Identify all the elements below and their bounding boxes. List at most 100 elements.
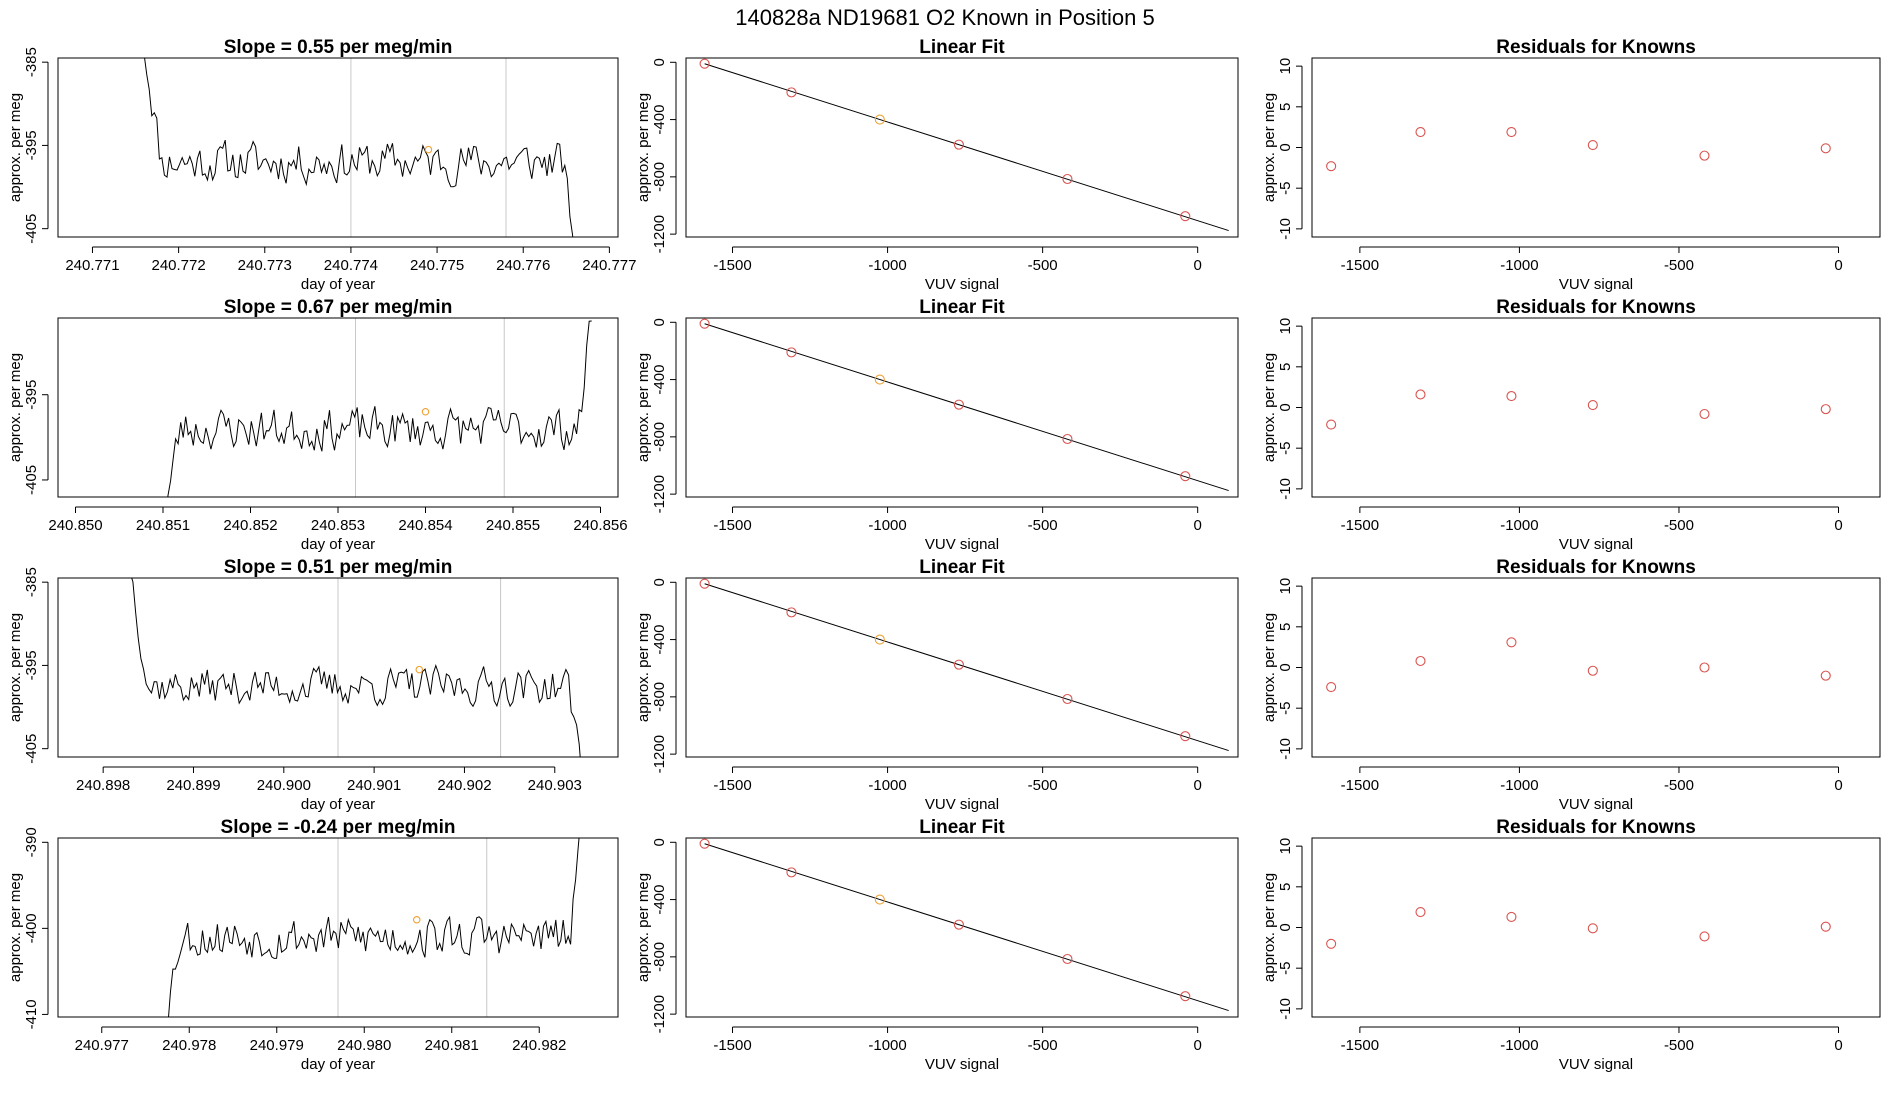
sample-point — [874, 374, 885, 385]
plot-frame — [685, 317, 1239, 498]
y-tick-label: -800 — [651, 162, 668, 192]
y-axis-label: approx. per meg — [635, 613, 652, 722]
known-point — [1415, 906, 1426, 918]
known-point — [1062, 693, 1073, 705]
x-axis-label: VUV signal — [1559, 536, 1633, 553]
y-axis-label: approx. per meg — [7, 353, 24, 462]
y-tick-label: 0 — [1277, 143, 1294, 151]
y-tick-label: 10 — [1277, 578, 1294, 595]
x-tick-label: 240.771 — [65, 257, 119, 274]
plot-frame — [57, 317, 619, 498]
plot-frame — [1311, 57, 1881, 238]
known-point — [1326, 681, 1337, 693]
panel-title: Linear Fit — [919, 817, 1005, 838]
x-tick-label: 0 — [1194, 517, 1202, 534]
residuals-panel-row-2: Residuals for Knowns VUV signal approx. pe… — [1261, 297, 1881, 553]
data-trace — [168, 838, 580, 1017]
known-point — [953, 919, 964, 930]
plot-frame — [1311, 317, 1881, 498]
x-tick-label: 240.977 — [75, 1037, 129, 1054]
known-point — [1587, 923, 1598, 934]
fit-line — [704, 63, 1229, 232]
x-tick-label: -1500 — [1341, 517, 1379, 534]
known-point — [1506, 126, 1517, 138]
x-tick-label: 240.853 — [311, 517, 365, 534]
x-tick-label: -1000 — [868, 777, 906, 794]
y-tick-label: 0 — [1277, 403, 1294, 411]
known-point — [1587, 140, 1598, 151]
y-tick-label: -395 — [23, 650, 40, 680]
plot-area — [1326, 906, 1831, 949]
x-tick-label: 240.773 — [238, 257, 292, 274]
x-tick-label: 0 — [1194, 1037, 1202, 1054]
x-tick-label: 240.900 — [257, 777, 311, 794]
y-axis-label: approx. per meg — [635, 873, 652, 982]
known-point — [1415, 126, 1426, 138]
y-tick-label: -5 — [1277, 702, 1294, 715]
y-tick-label: -10 — [1277, 218, 1294, 240]
x-tick-label: 240.903 — [528, 777, 582, 794]
timeseries-panel-row-1: Slope = 0.55 per meg/min day of year appro… — [7, 37, 637, 293]
x-axis-label: day of year — [301, 276, 375, 293]
x-tick-label: -500 — [1664, 1037, 1694, 1054]
x-axis-label: VUV signal — [925, 796, 999, 813]
panel-grid: Slope = 0.55 per meg/min day of year appro… — [7, 37, 1881, 1073]
fit-panel-row-4: Linear Fit VUV signal approx. per meg -1500… — [635, 817, 1239, 1073]
x-tick-label: -1000 — [1500, 1037, 1538, 1054]
sample-point — [415, 665, 424, 674]
known-point — [1820, 670, 1831, 681]
plot-area — [1326, 126, 1831, 172]
x-tick-label: -500 — [1028, 777, 1058, 794]
x-axis-label: VUV signal — [925, 276, 999, 293]
y-axis-label: approx. per meg — [7, 93, 24, 202]
fit-line — [704, 843, 1229, 1012]
x-tick-label: -500 — [1028, 1037, 1058, 1054]
plot-frame — [1311, 577, 1881, 758]
known-point — [1180, 471, 1191, 482]
y-tick-label: -410 — [23, 999, 40, 1029]
x-tick-label: 0 — [1834, 777, 1842, 794]
x-tick-label: 240.898 — [76, 777, 130, 794]
known-point — [1587, 665, 1598, 676]
y-tick-label: 5 — [1277, 363, 1294, 371]
y-tick-label: -1200 — [651, 475, 668, 513]
x-tick-label: -1500 — [713, 1037, 751, 1054]
y-tick-label: -800 — [651, 682, 668, 712]
y-axis-label: approx. per meg — [1261, 873, 1278, 982]
fit-line — [704, 323, 1229, 492]
plot-frame — [57, 577, 619, 758]
y-tick-label: -400 — [651, 625, 668, 655]
panel-title: Linear Fit — [919, 37, 1005, 58]
y-tick-label: 0 — [651, 58, 668, 66]
y-axis-label: approx. per meg — [1261, 93, 1278, 202]
x-axis-label: VUV signal — [1559, 796, 1633, 813]
known-point — [1587, 400, 1598, 411]
x-tick-label: 240.981 — [425, 1037, 479, 1054]
plot-area — [168, 838, 580, 1017]
known-point — [1180, 731, 1191, 742]
known-point — [1506, 637, 1517, 648]
x-tick-label: 240.901 — [347, 777, 401, 794]
x-tick-label: -500 — [1028, 257, 1058, 274]
known-point — [1699, 931, 1710, 942]
x-axis-label: day of year — [301, 536, 375, 553]
x-tick-label: -1500 — [713, 257, 751, 274]
y-axis-label: approx. per meg — [1261, 613, 1278, 722]
panel-title: Residuals for Knowns — [1496, 557, 1696, 578]
y-tick-label: 10 — [1277, 58, 1294, 75]
residuals-panel-row-1: Residuals for Knowns VUV signal approx. pe… — [1261, 37, 1881, 293]
x-axis-label: VUV signal — [925, 536, 999, 553]
x-tick-label: -1500 — [713, 777, 751, 794]
x-tick-label: 240.979 — [250, 1037, 304, 1054]
plot-area — [699, 578, 1229, 752]
x-tick-label: 0 — [1834, 517, 1842, 534]
panel-title: Linear Fit — [919, 297, 1005, 318]
panel-title: Slope = 0.51 per meg/min — [224, 557, 453, 578]
x-tick-label: 240.776 — [496, 257, 550, 274]
known-point — [786, 87, 797, 98]
x-tick-label: 0 — [1834, 257, 1842, 274]
known-point — [1699, 662, 1710, 673]
y-tick-label: -10 — [1277, 738, 1294, 760]
known-point — [1699, 150, 1710, 161]
x-tick-label: 0 — [1194, 257, 1202, 274]
